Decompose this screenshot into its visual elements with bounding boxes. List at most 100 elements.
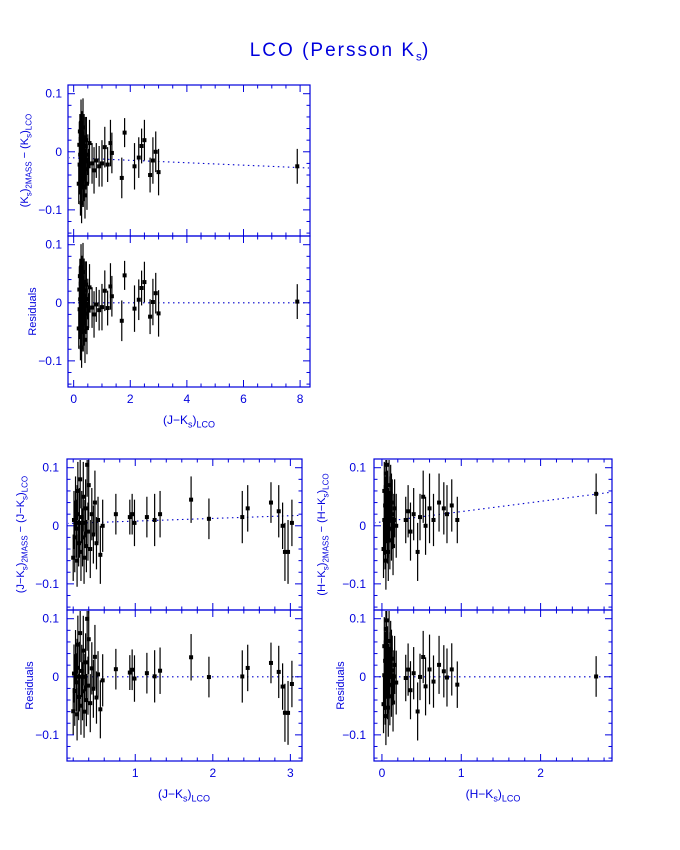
data-point: [82, 158, 87, 163]
data-point: [387, 671, 392, 676]
text-run: LCO (Persson K: [249, 40, 417, 61]
data-point: [76, 326, 81, 331]
data-point: [286, 710, 291, 715]
data-point: [418, 674, 423, 679]
data-point: [427, 667, 432, 672]
data-point: [78, 703, 83, 708]
data-point: [385, 497, 390, 502]
data-point: [390, 512, 395, 517]
data-point: [94, 302, 99, 307]
data-point: [431, 517, 436, 522]
data-point: [132, 306, 137, 311]
data-point: [153, 149, 158, 154]
data-point: [85, 529, 90, 534]
data-point: [132, 520, 137, 525]
data-point: [127, 515, 132, 520]
data-point: [94, 541, 99, 546]
data-point: [383, 523, 388, 528]
data-point: [383, 535, 388, 540]
data-point: [91, 686, 96, 691]
data-point: [392, 662, 397, 667]
data-point: [81, 494, 86, 499]
y-tick-label: 0: [359, 519, 366, 533]
data-point: [136, 155, 141, 160]
x-tick-label: 2: [209, 766, 216, 780]
data-point: [89, 512, 94, 517]
data-point: [150, 300, 155, 305]
data-point: [72, 688, 77, 693]
data-point: [383, 714, 388, 719]
data-point: [411, 671, 416, 676]
data-point: [403, 517, 408, 522]
y-tick-label: 0: [55, 145, 62, 159]
data-point: [383, 471, 388, 476]
x-axis-label: (J−Ks)LCO: [163, 413, 215, 430]
fit-line: [68, 514, 301, 524]
data-point: [441, 506, 446, 511]
data-point: [144, 515, 149, 520]
data-point: [449, 667, 454, 672]
data-point: [437, 500, 442, 505]
x-tick-label: 1: [458, 766, 465, 780]
data-point: [383, 558, 388, 563]
residuals-layer: [375, 611, 611, 746]
data-point: [100, 678, 105, 683]
data-point: [109, 150, 114, 155]
data-point: [84, 544, 89, 549]
data-point: [382, 488, 387, 493]
data-point: [90, 161, 95, 166]
data-point: [108, 141, 113, 146]
y-tick-label: 0.1: [42, 461, 59, 475]
data-point: [83, 167, 88, 172]
data-point: [408, 529, 413, 534]
data-point: [94, 158, 99, 163]
data-point: [82, 193, 87, 198]
difference-layer: [69, 98, 309, 224]
data-point: [449, 503, 454, 508]
data-point: [382, 517, 387, 522]
data-point: [113, 512, 118, 517]
data-point: [385, 685, 390, 690]
data-point: [388, 491, 393, 496]
data-point: [84, 282, 89, 287]
data-point: [99, 305, 104, 310]
data-point: [387, 483, 392, 488]
data-point: [99, 161, 104, 166]
data-point: [84, 181, 89, 186]
data-point: [403, 675, 408, 680]
data-point: [81, 648, 86, 653]
data-point: [158, 668, 163, 673]
data-point: [71, 517, 76, 522]
data-point: [387, 638, 392, 643]
data-point: [394, 523, 399, 528]
data-point: [240, 674, 245, 679]
data-point: [86, 483, 91, 488]
data-point: [152, 517, 157, 522]
data-point: [76, 541, 81, 546]
y-tick-label: −0.1: [35, 728, 59, 742]
data-point: [84, 698, 89, 703]
difference-axis-label: (J−Ks)2MASS − (J−Ks)LCO: [15, 476, 29, 593]
fit-line: [69, 157, 309, 169]
data-point: [85, 462, 90, 467]
data-point: [79, 515, 84, 520]
data-point: [142, 138, 147, 143]
data-point: [384, 667, 389, 672]
data-point: [431, 679, 436, 684]
data-point: [444, 512, 449, 517]
data-point: [418, 515, 423, 520]
residuals-axis-label: Residuals: [24, 661, 36, 710]
panel-group-ks-vs-j-ks: −0.1 0 0.1 (Ks)2MASS − (Ks)LCO −0.1 0 0.1 Resid…: [19, 84, 311, 430]
data-point: [153, 291, 158, 296]
data-point: [282, 710, 287, 715]
data-point: [421, 494, 426, 499]
data-point: [77, 520, 82, 525]
residuals-layer: [69, 242, 309, 368]
data-point: [148, 314, 153, 319]
data-point: [383, 503, 388, 508]
y-tick-label: −0.1: [342, 577, 366, 591]
data-point: [86, 308, 91, 313]
data-point: [92, 654, 97, 659]
y-tick-label: 0.1: [45, 87, 62, 101]
data-point: [381, 702, 386, 707]
